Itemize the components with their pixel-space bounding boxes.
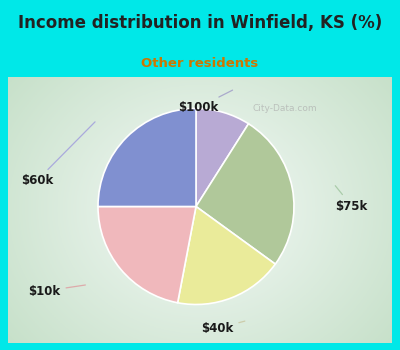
Wedge shape	[98, 108, 196, 206]
Text: Income distribution in Winfield, KS (%): Income distribution in Winfield, KS (%)	[18, 14, 382, 32]
Wedge shape	[98, 206, 196, 303]
Text: Other residents: Other residents	[141, 57, 259, 70]
Text: $75k: $75k	[335, 186, 368, 212]
Text: $60k: $60k	[21, 122, 95, 187]
Text: City-Data.com: City-Data.com	[252, 104, 317, 113]
Wedge shape	[196, 108, 248, 206]
Wedge shape	[196, 124, 294, 264]
Text: $40k: $40k	[201, 321, 245, 335]
Text: $100k: $100k	[178, 90, 232, 114]
Text: $10k: $10k	[28, 285, 85, 297]
Wedge shape	[178, 206, 275, 304]
